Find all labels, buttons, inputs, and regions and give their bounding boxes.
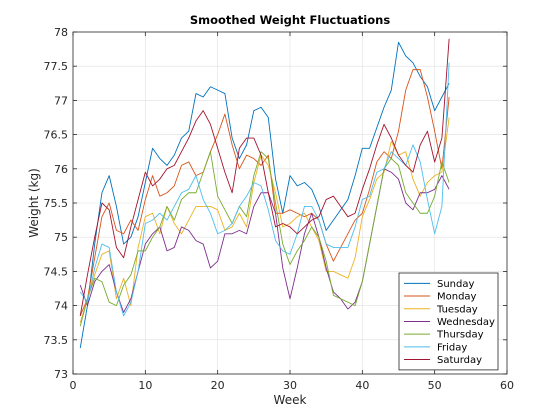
y-tick-label: 74.5 bbox=[44, 265, 69, 278]
legend-label-wednesday: Wednesday bbox=[437, 317, 495, 328]
x-tick-label: 60 bbox=[500, 379, 514, 392]
x-tick-label: 10 bbox=[138, 379, 152, 392]
legend-label-friday: Friday bbox=[437, 342, 467, 353]
series-line-friday bbox=[79, 62, 450, 317]
legend-label-saturday: Saturday bbox=[437, 355, 482, 366]
x-axis-label: Week bbox=[274, 393, 307, 407]
series-layer bbox=[79, 38, 450, 349]
y-tick-label: 75 bbox=[54, 231, 68, 244]
series-line-sunday bbox=[79, 41, 450, 349]
y-tick-label: 73.5 bbox=[44, 334, 69, 347]
y-tick-label: 76.5 bbox=[44, 129, 69, 142]
y-tick-label: 76 bbox=[54, 163, 68, 176]
legend-label-sunday: Sunday bbox=[437, 279, 474, 290]
legend-label-thursday: Thursday bbox=[436, 330, 484, 341]
series-line-tuesday bbox=[79, 117, 450, 323]
x-tick-label: 20 bbox=[211, 379, 225, 392]
y-tick-label: 78 bbox=[54, 26, 68, 39]
x-tick-label: 0 bbox=[70, 379, 77, 392]
y-axis-label: Weight (kg) bbox=[27, 168, 41, 238]
y-tick-label: 77.5 bbox=[44, 60, 69, 73]
chart-title: Smoothed Weight Fluctuations bbox=[190, 13, 390, 27]
x-tick-label: 50 bbox=[428, 379, 442, 392]
legend-label-tuesday: Tuesday bbox=[436, 304, 478, 315]
series-line-wednesday bbox=[79, 168, 450, 313]
x-tick-label: 40 bbox=[355, 379, 369, 392]
series-line-saturday bbox=[79, 38, 450, 316]
y-tick-label: 74 bbox=[54, 300, 68, 313]
series-line-thursday bbox=[79, 151, 450, 327]
x-tick-label: 30 bbox=[283, 379, 297, 392]
y-tick-label: 75.5 bbox=[44, 197, 69, 210]
y-tick-label: 77 bbox=[54, 94, 68, 107]
legend-label-monday: Monday bbox=[437, 292, 477, 303]
ticks: 0 10 20 30 40 50 60 73 73.5 74 74.5 75 75.5 76 76.5 77 7… bbox=[44, 26, 515, 392]
y-tick-label: 73 bbox=[54, 368, 68, 381]
